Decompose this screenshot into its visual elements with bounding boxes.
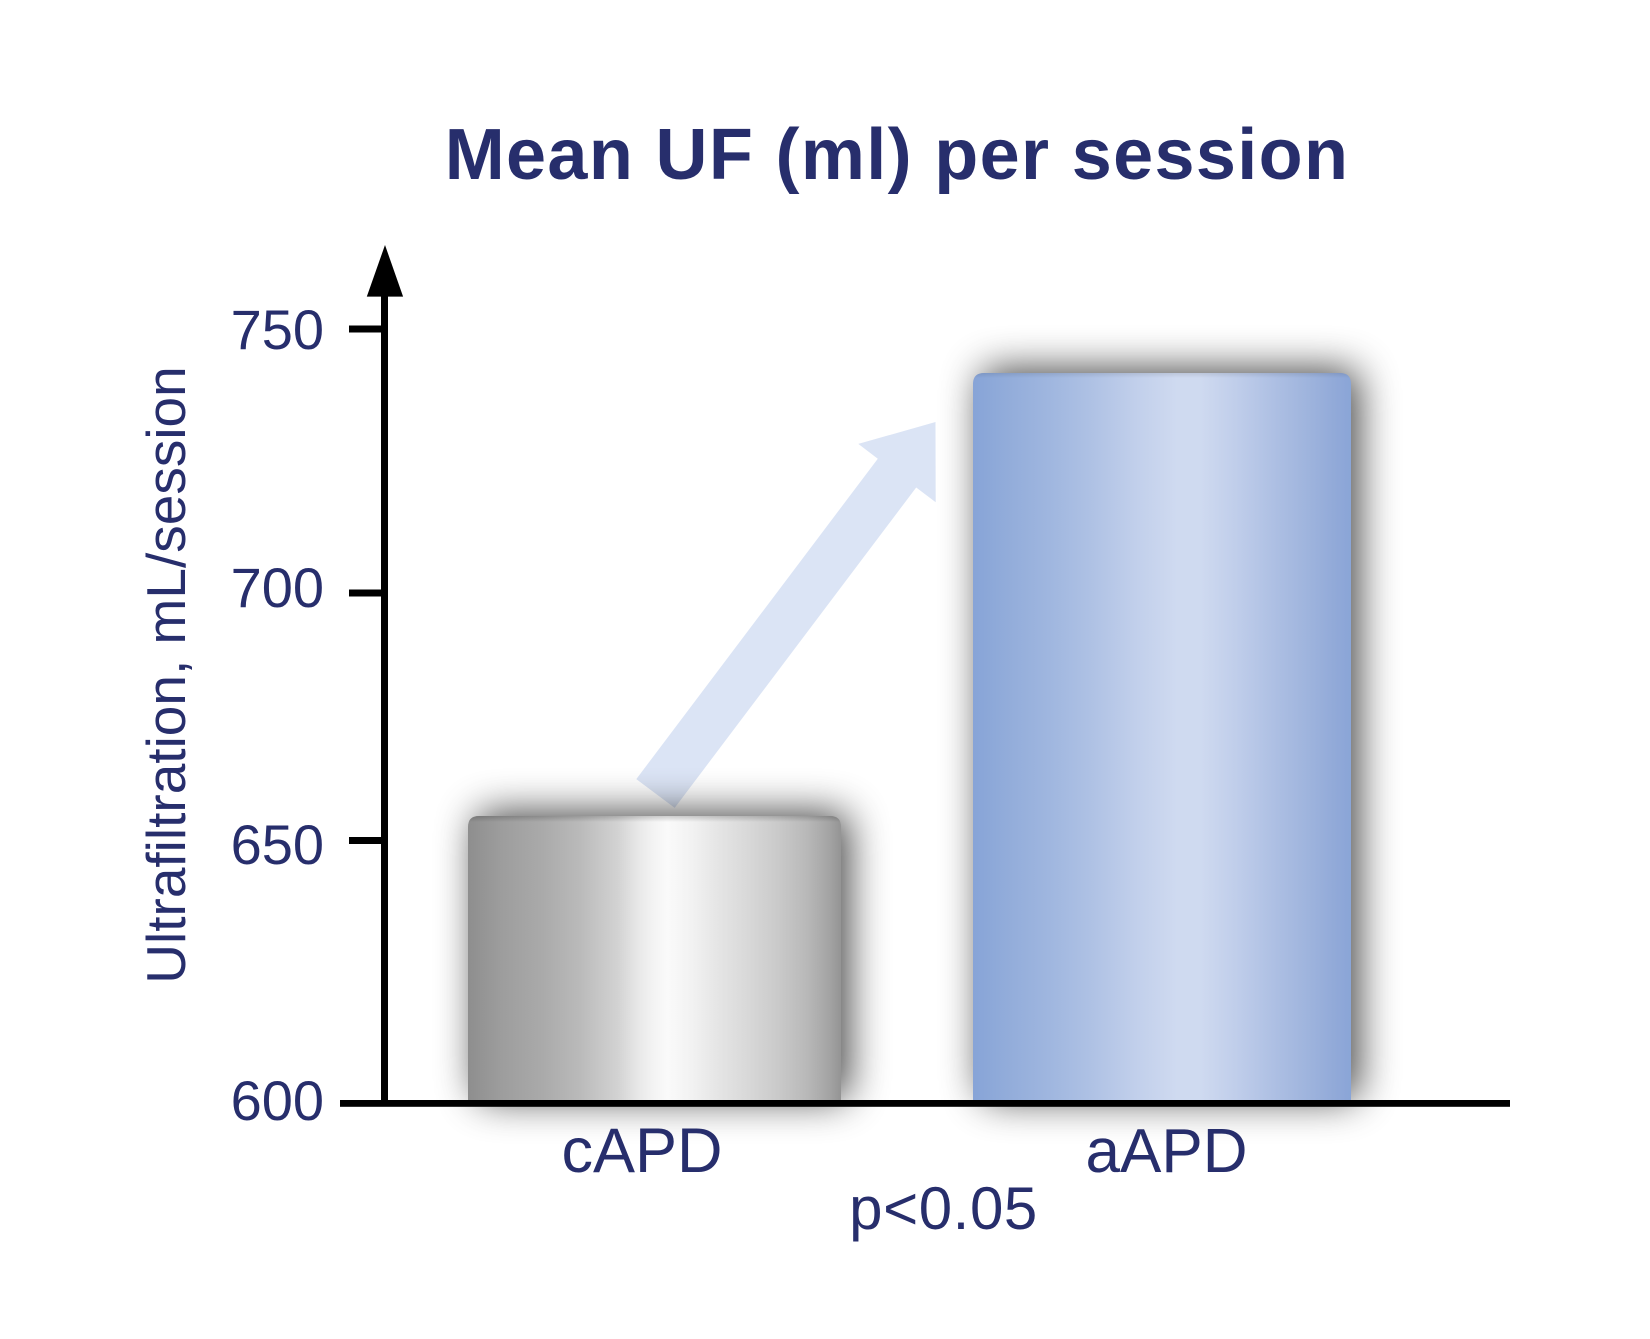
svg-text:650: 650 bbox=[231, 813, 324, 876]
svg-text:p<0.05: p<0.05 bbox=[849, 1175, 1038, 1242]
svg-text:750: 750 bbox=[231, 298, 324, 361]
svg-text:cAPD: cAPD bbox=[561, 1116, 722, 1186]
svg-text:700: 700 bbox=[231, 556, 324, 619]
svg-text:aAPD: aAPD bbox=[1086, 1117, 1248, 1186]
svg-text:Ultrafiltration, mL/session: Ultrafiltration, mL/session bbox=[135, 366, 197, 983]
svg-text:Mean UF (ml) per session: Mean UF (ml) per session bbox=[445, 115, 1350, 195]
svg-text:600: 600 bbox=[231, 1069, 324, 1132]
